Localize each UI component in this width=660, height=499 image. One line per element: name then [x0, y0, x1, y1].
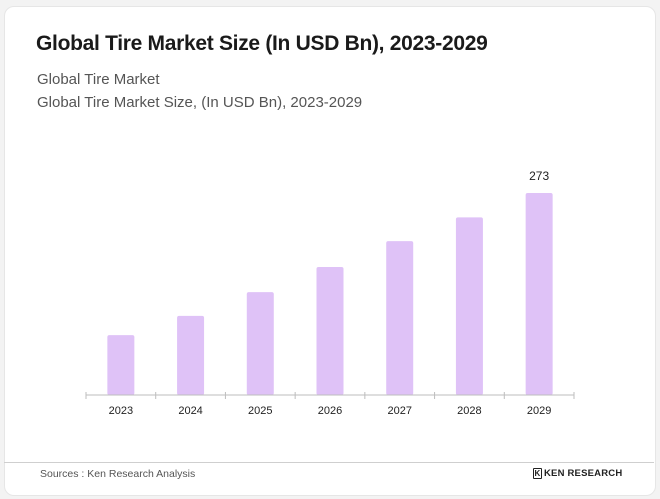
bar-2028	[455, 217, 483, 395]
footer-divider	[4, 462, 654, 463]
source-note: Sources : Ken Research Analysis	[40, 468, 196, 480]
bar-2023	[107, 335, 135, 395]
x-tick-label-2029: 2029	[527, 405, 551, 417]
bar-2025	[246, 292, 274, 395]
x-tick-label-2028: 2028	[457, 405, 481, 417]
bar-2027	[386, 241, 414, 395]
x-tick-label-2027: 2027	[387, 405, 411, 417]
bars-group	[107, 193, 553, 395]
logo-text: KEN RESEARCH	[544, 468, 623, 479]
bar-2026	[316, 266, 344, 395]
labels-group: 2023 2024 2025 2026 2027 2028 2029 273	[109, 169, 552, 417]
x-tick-label-2025: 2025	[248, 405, 272, 417]
data-label-2029: 273	[529, 169, 549, 183]
x-axis	[85, 392, 575, 399]
bar-2024	[177, 315, 205, 395]
ken-research-logo: K KEN RESEARCH	[533, 468, 622, 479]
ken-research-logo-icon: K	[533, 468, 542, 479]
bar-2029	[525, 193, 553, 395]
x-tick-label-2026: 2026	[318, 405, 342, 417]
chart-title: Global Tire Market Size (In USD Bn), 202…	[36, 32, 488, 55]
chart-subtitle-market: Global Tire Market	[37, 71, 160, 88]
chart-subtitle-description: Global Tire Market Size, (In USD Bn), 20…	[37, 94, 363, 111]
x-tick-label-2024: 2024	[178, 405, 202, 417]
x-tick-label-2023: 2023	[109, 405, 133, 417]
